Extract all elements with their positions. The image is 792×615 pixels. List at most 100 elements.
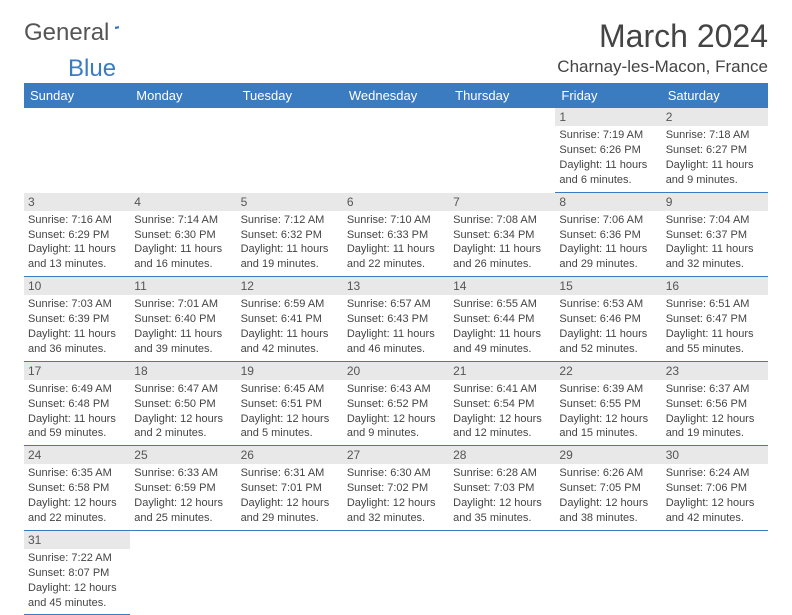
daylight-text: Daylight: 11 hours and 29 minutes. — [559, 242, 657, 272]
day-number: 11 — [130, 277, 236, 295]
day-number: 23 — [662, 362, 768, 380]
sunset-text: Sunset: 7:03 PM — [453, 481, 551, 496]
daylight-text: Daylight: 12 hours and 22 minutes. — [28, 496, 126, 526]
sunrise-text: Sunrise: 6:49 AM — [28, 382, 126, 397]
calendar-cell: 28Sunrise: 6:28 AMSunset: 7:03 PMDayligh… — [449, 446, 555, 531]
sunset-text: Sunset: 6:46 PM — [559, 312, 657, 327]
daylight-text: Daylight: 11 hours and 16 minutes. — [134, 242, 232, 272]
sunrise-text: Sunrise: 7:06 AM — [559, 213, 657, 228]
sunset-text: Sunset: 6:59 PM — [134, 481, 232, 496]
dayname-header: Wednesday — [343, 83, 449, 108]
dayname-header: Monday — [130, 83, 236, 108]
sunrise-text: Sunrise: 6:39 AM — [559, 382, 657, 397]
calendar-cell: 13Sunrise: 6:57 AMSunset: 6:43 PMDayligh… — [343, 277, 449, 362]
calendar-cell: 20Sunrise: 6:43 AMSunset: 6:52 PMDayligh… — [343, 361, 449, 446]
daylight-text: Daylight: 11 hours and 9 minutes. — [666, 158, 764, 188]
calendar-cell: 1Sunrise: 7:19 AMSunset: 6:26 PMDaylight… — [555, 108, 661, 192]
sunset-text: Sunset: 6:56 PM — [666, 397, 764, 412]
sunrise-text: Sunrise: 6:43 AM — [347, 382, 445, 397]
day-number: 9 — [662, 193, 768, 211]
daylight-text: Daylight: 12 hours and 29 minutes. — [241, 496, 339, 526]
calendar-cell: 26 Sunrise: 6:31 AMSunset: 7:01 PMDayligh… — [237, 446, 343, 531]
sunset-text: Sunset: 6:27 PM — [666, 143, 764, 158]
sunset-text: Sunset: 6:58 PM — [28, 481, 126, 496]
day-number: 26 — [237, 446, 343, 464]
day-number: 8 — [555, 193, 661, 211]
sunset-text: Sunset: 6:39 PM — [28, 312, 126, 327]
sunset-text: Sunset: 6:36 PM — [559, 228, 657, 243]
calendar-cell: 21Sunrise: 6:41 AMSunset: 6:54 PMDayligh… — [449, 361, 555, 446]
sunset-text: Sunset: 6:32 PM — [241, 228, 339, 243]
sunrise-text: Sunrise: 6:47 AM — [134, 382, 232, 397]
day-number: 20 — [343, 362, 449, 380]
sunrise-text: Sunrise: 6:35 AM — [28, 466, 126, 481]
calendar-cell: 30 Sunrise: 6:24 AMSunset: 7:06 PMDayligh… — [662, 446, 768, 531]
sunset-text: Sunset: 7:01 PM — [241, 481, 339, 496]
day-number: 7 — [449, 193, 555, 211]
daylight-text: Daylight: 12 hours and 5 minutes. — [241, 412, 339, 442]
dayname-header: Tuesday — [237, 83, 343, 108]
calendar-cell: 24 Sunrise: 6:35 AMSunset: 6:58 PMDayligh… — [24, 446, 130, 531]
daylight-text: Daylight: 11 hours and 46 minutes. — [347, 327, 445, 357]
day-number: 27 — [343, 446, 449, 464]
sunrise-text: Sunrise: 7:12 AM — [241, 213, 339, 228]
day-number: 28 — [449, 446, 555, 464]
calendar-cell: 17Sunrise: 6:49 AMSunset: 6:48 PMDayligh… — [24, 361, 130, 446]
day-number: 4 — [130, 193, 236, 211]
sunrise-text: Sunrise: 7:04 AM — [666, 213, 764, 228]
calendar-cell: 7Sunrise: 7:08 AMSunset: 6:34 PMDaylight… — [449, 192, 555, 277]
calendar-cell — [130, 108, 236, 192]
sunrise-text: Sunrise: 6:28 AM — [453, 466, 551, 481]
calendar-cell — [24, 108, 130, 192]
day-number: 31 — [24, 531, 130, 549]
sunset-text: Sunset: 6:26 PM — [559, 143, 657, 158]
daylight-text: Daylight: 11 hours and 32 minutes. — [666, 242, 764, 272]
day-number: 24 — [24, 446, 130, 464]
sunrise-text: Sunrise: 6:57 AM — [347, 297, 445, 312]
day-number: 6 — [343, 193, 449, 211]
daylight-text: Daylight: 11 hours and 59 minutes. — [28, 412, 126, 442]
day-number: 12 — [237, 277, 343, 295]
sunrise-text: Sunrise: 6:45 AM — [241, 382, 339, 397]
daylight-text: Daylight: 11 hours and 22 minutes. — [347, 242, 445, 272]
calendar-cell: 23Sunrise: 6:37 AMSunset: 6:56 PMDayligh… — [662, 361, 768, 446]
sunrise-text: Sunrise: 7:01 AM — [134, 297, 232, 312]
day-number: 17 — [24, 362, 130, 380]
day-number: 5 — [237, 193, 343, 211]
dayname-header: Saturday — [662, 83, 768, 108]
sunset-text: Sunset: 6:52 PM — [347, 397, 445, 412]
calendar-cell — [130, 530, 236, 615]
sunrise-text: Sunrise: 6:24 AM — [666, 466, 764, 481]
sunrise-text: Sunrise: 7:18 AM — [666, 128, 764, 143]
sunrise-text: Sunrise: 7:16 AM — [28, 213, 126, 228]
calendar-cell: 19Sunrise: 6:45 AMSunset: 6:51 PMDayligh… — [237, 361, 343, 446]
sunset-text: Sunset: 6:44 PM — [453, 312, 551, 327]
daylight-text: Daylight: 11 hours and 49 minutes. — [453, 327, 551, 357]
day-number: 30 — [662, 446, 768, 464]
day-number: 10 — [24, 277, 130, 295]
daylight-text: Daylight: 12 hours and 2 minutes. — [134, 412, 232, 442]
calendar-cell: 4Sunrise: 7:14 AMSunset: 6:30 PMDaylight… — [130, 192, 236, 277]
sunrise-text: Sunrise: 6:33 AM — [134, 466, 232, 481]
calendar-table: SundayMondayTuesdayWednesdayThursdayFrid… — [24, 83, 768, 615]
day-number: 1 — [555, 108, 661, 126]
daylight-text: Daylight: 12 hours and 19 minutes. — [666, 412, 764, 442]
logo-flag-icon — [115, 18, 120, 38]
calendar-cell: 3Sunrise: 7:16 AMSunset: 6:29 PMDaylight… — [24, 192, 130, 277]
daylight-text: Daylight: 11 hours and 55 minutes. — [666, 327, 764, 357]
sunset-text: Sunset: 7:02 PM — [347, 481, 445, 496]
calendar-cell: 22Sunrise: 6:39 AMSunset: 6:55 PMDayligh… — [555, 361, 661, 446]
calendar-cell — [237, 530, 343, 615]
sunrise-text: Sunrise: 6:31 AM — [241, 466, 339, 481]
day-number: 13 — [343, 277, 449, 295]
daylight-text: Daylight: 11 hours and 39 minutes. — [134, 327, 232, 357]
daylight-text: Daylight: 12 hours and 42 minutes. — [666, 496, 764, 526]
calendar-cell: 18Sunrise: 6:47 AMSunset: 6:50 PMDayligh… — [130, 361, 236, 446]
calendar-cell — [449, 108, 555, 192]
calendar-cell: 14Sunrise: 6:55 AMSunset: 6:44 PMDayligh… — [449, 277, 555, 362]
calendar-cell: 6Sunrise: 7:10 AMSunset: 6:33 PMDaylight… — [343, 192, 449, 277]
calendar-cell: 11Sunrise: 7:01 AMSunset: 6:40 PMDayligh… — [130, 277, 236, 362]
sunset-text: Sunset: 7:06 PM — [666, 481, 764, 496]
calendar-cell — [343, 108, 449, 192]
location-label: Charnay-les-Macon, France — [557, 57, 768, 77]
